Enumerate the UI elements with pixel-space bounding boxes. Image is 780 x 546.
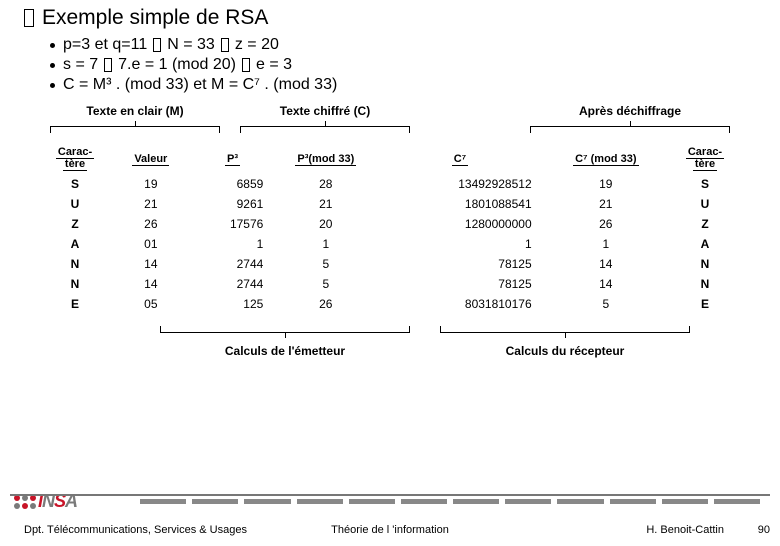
cell-c7: 78125	[378, 254, 541, 274]
cell-p3m: 5	[273, 254, 378, 274]
cell-val: 05	[110, 294, 192, 314]
cell-c7m: 1	[542, 234, 670, 254]
cell-p3m: 26	[273, 294, 378, 314]
sec-decrypt: Après déchiffrage	[530, 104, 730, 118]
h-char1: Carac-tère	[40, 144, 110, 174]
cell-p3: 125	[192, 294, 274, 314]
h-char2: Carac-tère	[670, 144, 740, 174]
table-row: N14274457812514N	[40, 254, 740, 274]
cell-val: 26	[110, 214, 192, 234]
cell-char: A	[40, 234, 110, 254]
cell-p3m: 21	[273, 194, 378, 214]
rsa-table: Carac-tère Valeur P³ P³(mod 33) C⁷ C⁷ (m…	[40, 144, 740, 314]
b2a: s = 7	[63, 56, 98, 74]
sender-label: Calculs de l'émetteur	[160, 344, 410, 358]
cell-char2: N	[670, 274, 740, 294]
footer-mid: Théorie de l 'information	[331, 524, 449, 536]
receiver-label: Calculs du récepteur	[440, 344, 690, 358]
cell-c7m: 26	[542, 214, 670, 234]
cell-char: U	[40, 194, 110, 214]
cell-p3: 2744	[192, 254, 274, 274]
bullet-list: p=3 et q=11 N = 33 z = 20 s = 7 7.e = 1 …	[50, 36, 780, 94]
cell-char2: N	[670, 254, 740, 274]
footer-right: H. Benoit-Cattin	[646, 524, 724, 536]
cell-val: 14	[110, 254, 192, 274]
cell-char: E	[40, 294, 110, 314]
h-p3: P³	[192, 144, 274, 174]
cell-char2: Z	[670, 214, 740, 234]
b1a: p=3 et q=11	[63, 36, 147, 54]
cell-char: N	[40, 254, 110, 274]
cell-char2: S	[670, 174, 740, 194]
cell-val: 01	[110, 234, 192, 254]
h-c7: C⁷	[378, 144, 541, 174]
cell-c7: 1280000000	[378, 214, 541, 234]
cell-p3: 9261	[192, 194, 274, 214]
b2c: e = 3	[256, 56, 292, 74]
footer-left: Dpt. Télécommunications, Services & Usag…	[24, 524, 247, 536]
table-row: Z261757620128000000026Z	[40, 214, 740, 234]
cell-p3: 17576	[192, 214, 274, 234]
h-c7mod: C⁷ (mod 33)	[542, 144, 670, 174]
sec-plain: Texte en clair (M)	[50, 104, 220, 118]
cell-val: 14	[110, 274, 192, 294]
table-row: S196859281349292851219S	[40, 174, 740, 194]
h-val: Valeur	[110, 144, 192, 174]
cell-p3: 2744	[192, 274, 274, 294]
slide-title: Exemple simple de RSA	[42, 6, 268, 30]
cell-p3m: 28	[273, 174, 378, 194]
table-row: E051252680318101765E	[40, 294, 740, 314]
cell-p3m: 5	[273, 274, 378, 294]
cell-c7m: 14	[542, 274, 670, 294]
cell-char2: U	[670, 194, 740, 214]
cell-p3m: 20	[273, 214, 378, 234]
cell-c7m: 19	[542, 174, 670, 194]
cell-c7: 1801088541	[378, 194, 541, 214]
footer-page: 90	[758, 524, 770, 536]
table-row: A011111A	[40, 234, 740, 254]
cell-p3: 1	[192, 234, 274, 254]
table-row: U21926121180108854121U	[40, 194, 740, 214]
cell-char: S	[40, 174, 110, 194]
table-row: N14274457812514N	[40, 274, 740, 294]
cell-c7: 78125	[378, 274, 541, 294]
cell-p3m: 1	[273, 234, 378, 254]
cell-p3: 6859	[192, 174, 274, 194]
sec-cipher: Texte chiffré (C)	[240, 104, 410, 118]
rsa-table-wrap: Texte en clair (M) Texte chiffré (C) Apr…	[40, 104, 740, 372]
cell-char: N	[40, 274, 110, 294]
cell-char2: E	[670, 294, 740, 314]
b2b: 7.e = 1 (mod 20)	[118, 56, 236, 74]
title-bullet	[24, 9, 34, 27]
b1b: N = 33	[167, 36, 215, 54]
footer-rule	[10, 494, 770, 508]
cell-char: Z	[40, 214, 110, 234]
cell-val: 19	[110, 174, 192, 194]
cell-c7m: 14	[542, 254, 670, 274]
cell-val: 21	[110, 194, 192, 214]
cell-char2: A	[670, 234, 740, 254]
cell-c7: 8031810176	[378, 294, 541, 314]
cell-c7m: 21	[542, 194, 670, 214]
h-p3mod: P³(mod 33)	[273, 144, 378, 174]
b1c: z = 20	[235, 36, 279, 54]
cell-c7m: 5	[542, 294, 670, 314]
cell-c7: 13492928512	[378, 174, 541, 194]
b3: C = M³ . (mod 33) et M = C⁷ . (mod 33)	[63, 76, 337, 94]
cell-c7: 1	[378, 234, 541, 254]
